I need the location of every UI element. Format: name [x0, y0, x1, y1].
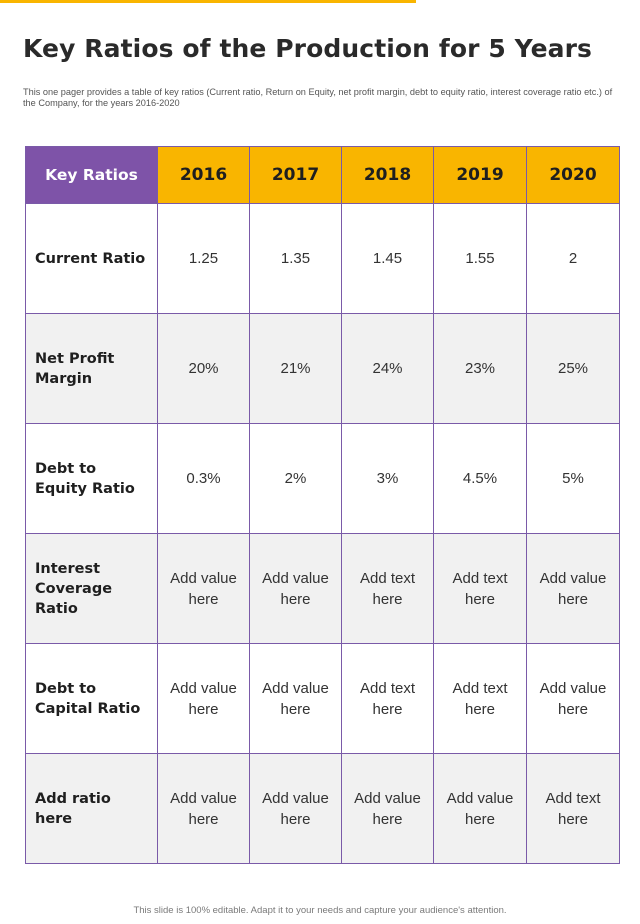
- table-cell: 2: [526, 203, 620, 314]
- header-key-ratios: Key Ratios: [25, 146, 158, 204]
- table-cell: Add value here: [433, 753, 527, 864]
- table-cell: Add value here: [157, 753, 250, 864]
- table-cell: Add value here: [157, 533, 250, 644]
- table-row: Current Ratio 1.25 1.35 1.45 1.55 2: [25, 203, 620, 314]
- table-cell: 21%: [249, 313, 342, 424]
- table-cell: 5%: [526, 423, 620, 534]
- table-cell: Add text here: [341, 643, 434, 754]
- table-cell: 0.3%: [157, 423, 250, 534]
- table-cell: Add text here: [341, 533, 434, 644]
- header-year: 2016: [157, 146, 250, 204]
- top-accent-bar: [0, 0, 416, 3]
- table-cell: Add value here: [249, 643, 342, 754]
- table-cell: Add text here: [433, 533, 527, 644]
- row-label: Current Ratio: [25, 203, 158, 314]
- table-cell: 23%: [433, 313, 527, 424]
- table-row: Interest Coverage Ratio Add value here A…: [25, 533, 620, 644]
- row-label: Add ratio here: [25, 753, 158, 864]
- table-cell: Add value here: [526, 533, 620, 644]
- table-header-row: Key Ratios 2016 2017 2018 2019 2020: [25, 146, 620, 204]
- header-year: 2020: [526, 146, 620, 204]
- header-year: 2017: [249, 146, 342, 204]
- table-cell: 4.5%: [433, 423, 527, 534]
- table-row: Debt to Capital Ratio Add value here Add…: [25, 643, 620, 754]
- table-row: Add ratio here Add value here Add value …: [25, 753, 620, 864]
- table-cell: 24%: [341, 313, 434, 424]
- key-ratios-table: Key Ratios 2016 2017 2018 2019 2020 Curr…: [25, 146, 620, 864]
- table-cell: 25%: [526, 313, 620, 424]
- table-cell: Add value here: [249, 753, 342, 864]
- footer-note: This slide is 100% editable. Adapt it to…: [133, 905, 507, 916]
- table-cell: 1.45: [341, 203, 434, 314]
- row-label: Interest Coverage Ratio: [25, 533, 158, 644]
- table-cell: 1.25: [157, 203, 250, 314]
- table-row: Debt to Equity Ratio 0.3% 2% 3% 4.5% 5%: [25, 423, 620, 534]
- table-cell: 2%: [249, 423, 342, 534]
- row-label: Net Profit Margin: [25, 313, 158, 424]
- table-cell: 1.55: [433, 203, 527, 314]
- table-cell: 3%: [341, 423, 434, 534]
- page-title: Key Ratios of the Production for 5 Years: [23, 34, 593, 63]
- table-cell: Add value here: [249, 533, 342, 644]
- table-cell: Add value here: [341, 753, 434, 864]
- row-label: Debt to Capital Ratio: [25, 643, 158, 754]
- header-year: 2019: [433, 146, 527, 204]
- table-cell: 20%: [157, 313, 250, 424]
- table-cell: Add text here: [433, 643, 527, 754]
- table-cell: 1.35: [249, 203, 342, 314]
- table-cell: Add text here: [526, 753, 620, 864]
- table-cell: Add value here: [157, 643, 250, 754]
- table-row: Net Profit Margin 20% 21% 24% 23% 25%: [25, 313, 620, 424]
- table-cell: Add value here: [526, 643, 620, 754]
- page-subtitle: This one pager provides a table of key r…: [23, 87, 613, 108]
- header-year: 2018: [341, 146, 434, 204]
- row-label: Debt to Equity Ratio: [25, 423, 158, 534]
